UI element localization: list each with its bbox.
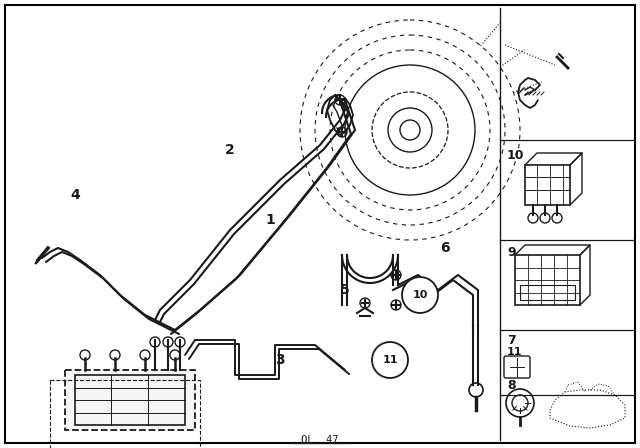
Circle shape — [372, 342, 408, 378]
Text: OL  47: OL 47 — [301, 435, 339, 445]
Text: 9: 9 — [507, 246, 516, 258]
Text: 10: 10 — [507, 148, 525, 161]
Text: 11: 11 — [382, 355, 397, 365]
Text: 8: 8 — [507, 379, 516, 392]
Bar — [520, 285, 575, 300]
Text: 7: 7 — [507, 333, 516, 346]
Text: 5: 5 — [340, 283, 350, 297]
Text: 10: 10 — [412, 290, 428, 300]
Bar — [50, 380, 200, 448]
Circle shape — [402, 277, 438, 313]
Text: 2: 2 — [225, 143, 235, 157]
Bar — [525, 165, 570, 205]
Bar — [75, 375, 185, 425]
Text: 4: 4 — [70, 188, 80, 202]
Text: 3: 3 — [275, 353, 285, 367]
Text: 11: 11 — [507, 347, 522, 357]
Bar — [515, 255, 580, 305]
Text: 1: 1 — [265, 213, 275, 227]
Text: 6: 6 — [440, 241, 450, 255]
FancyBboxPatch shape — [65, 370, 195, 430]
